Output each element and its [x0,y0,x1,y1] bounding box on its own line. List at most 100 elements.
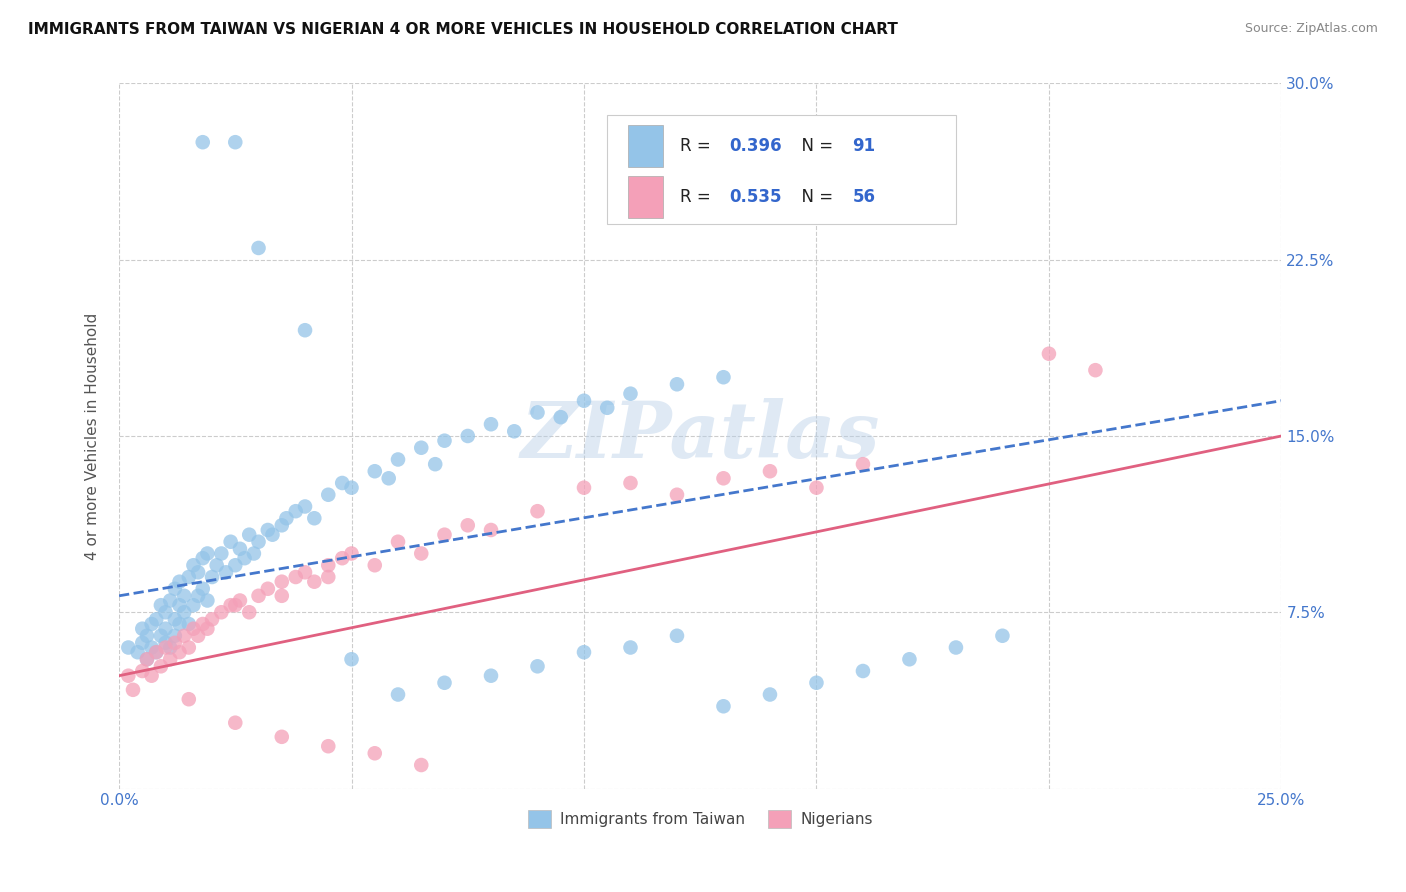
Point [155,640,177,655]
Point [713,370,735,384]
Point [247,241,270,255]
Point [479,417,502,432]
Point [270,518,292,533]
Point [377,471,399,485]
Point [177,617,200,632]
Point [713,471,735,485]
Point [163,582,186,596]
Y-axis label: 4 or more Vehicles in Household: 4 or more Vehicles in Household [86,312,100,559]
Point [898,652,921,666]
Point [145,645,167,659]
Text: N =: N = [792,136,838,155]
Point [169,574,191,589]
Point [159,593,181,607]
Point [665,377,688,392]
Point [173,605,195,619]
Point [197,547,219,561]
Point [224,135,246,149]
Point [270,574,292,589]
Point [191,551,214,566]
Point [256,523,278,537]
Point [187,566,209,580]
Point [224,715,246,730]
Point [209,605,232,619]
Point [316,558,339,573]
Point [159,640,181,655]
Point [433,434,456,448]
Point [294,500,316,514]
Point [117,669,139,683]
Point [294,323,316,337]
Point [131,636,153,650]
Point [852,457,875,471]
Point [550,410,572,425]
Point [330,475,353,490]
Point [197,593,219,607]
Point [433,527,456,541]
Point [191,135,214,149]
Point [256,582,278,596]
Point [173,629,195,643]
Point [294,566,316,580]
Point [141,617,163,632]
Point [387,534,409,549]
Point [201,570,224,584]
Point [457,429,479,443]
Point [284,504,307,518]
Point [759,688,782,702]
Point [526,405,548,419]
Point [387,452,409,467]
Point [136,652,159,666]
Point [163,629,186,643]
Point [340,481,363,495]
Text: 0.396: 0.396 [730,136,782,155]
FancyBboxPatch shape [628,125,664,167]
Point [572,645,595,659]
Point [169,645,191,659]
Point [197,622,219,636]
Point [141,640,163,655]
Point [759,464,782,478]
Point [340,652,363,666]
Point [713,699,735,714]
Point [619,475,641,490]
FancyBboxPatch shape [628,176,664,219]
Point [425,457,447,471]
Point [806,675,828,690]
Point [122,682,145,697]
Point [136,652,159,666]
Point [316,739,339,754]
Text: ZIPatlas: ZIPatlas [520,398,880,475]
Text: R =: R = [681,188,717,206]
Point [177,570,200,584]
Point [411,547,433,561]
Point [191,617,214,632]
Point [457,518,479,533]
Point [155,636,177,650]
Point [262,527,284,541]
Point [229,541,252,556]
Point [411,758,433,772]
Point [191,582,214,596]
Point [270,730,292,744]
Point [572,481,595,495]
Point [316,488,339,502]
Point [233,551,256,566]
Point [572,393,595,408]
Point [411,441,433,455]
Point [387,688,409,702]
Point [316,570,339,584]
Point [183,558,205,573]
Point [169,617,191,632]
Point [169,598,191,612]
Text: 56: 56 [852,188,876,206]
Point [219,598,242,612]
Point [526,659,548,673]
Point [224,558,246,573]
Point [117,640,139,655]
Point [1038,347,1060,361]
Point [304,511,326,525]
Point [177,640,200,655]
Text: 0.535: 0.535 [730,188,782,206]
Point [238,527,260,541]
